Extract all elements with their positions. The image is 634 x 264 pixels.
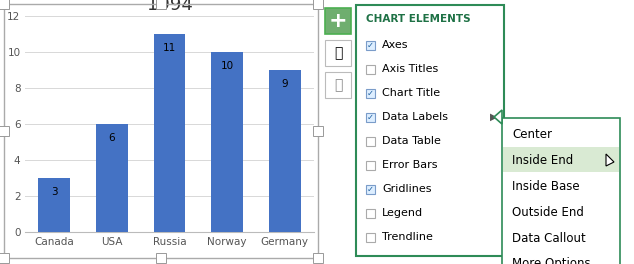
Text: ✓: ✓ — [367, 40, 374, 50]
Polygon shape — [606, 154, 614, 166]
FancyBboxPatch shape — [356, 5, 504, 256]
Text: Axes: Axes — [382, 40, 408, 50]
Bar — [366, 161, 375, 169]
Bar — [313, 0, 323, 9]
Bar — [366, 64, 375, 73]
Text: Data Table: Data Table — [382, 136, 441, 146]
Text: More Options...: More Options... — [512, 257, 602, 264]
Text: Trendline: Trendline — [382, 232, 433, 242]
Bar — [366, 233, 375, 242]
Text: 6: 6 — [108, 133, 115, 143]
Bar — [39, 178, 70, 232]
Title: 1994: 1994 — [146, 0, 193, 14]
Text: Outside End: Outside End — [512, 205, 584, 219]
Text: Center: Center — [512, 128, 552, 140]
Bar — [153, 34, 185, 232]
Text: 🖌: 🖌 — [334, 46, 342, 60]
Text: Error Bars: Error Bars — [382, 160, 437, 170]
Text: Legend: Legend — [382, 208, 423, 218]
Bar — [325, 40, 351, 66]
Bar — [0, 253, 9, 263]
Text: Data Callout: Data Callout — [512, 232, 586, 244]
Bar — [156, 253, 166, 263]
Text: ✓: ✓ — [367, 185, 374, 194]
Bar — [0, 126, 9, 136]
Bar — [325, 8, 351, 34]
Bar — [156, 0, 166, 9]
Bar — [366, 112, 375, 121]
Bar — [313, 126, 323, 136]
Text: Axis Titles: Axis Titles — [382, 64, 438, 74]
Text: 10: 10 — [221, 61, 234, 71]
Bar — [366, 209, 375, 218]
Bar — [366, 185, 375, 194]
Text: 11: 11 — [163, 43, 176, 53]
FancyBboxPatch shape — [502, 118, 620, 264]
Bar — [366, 136, 375, 145]
Bar — [211, 52, 243, 232]
Text: Inside Base: Inside Base — [512, 180, 579, 192]
Text: ⛉: ⛉ — [334, 78, 342, 92]
Text: 3: 3 — [51, 187, 58, 197]
Text: CHART ELEMENTS: CHART ELEMENTS — [366, 14, 470, 24]
Bar — [325, 72, 351, 98]
Bar — [96, 124, 128, 232]
Text: ✓: ✓ — [367, 88, 374, 97]
Polygon shape — [494, 110, 502, 124]
Bar — [313, 253, 323, 263]
Bar — [4, 4, 318, 258]
Text: Inside End: Inside End — [512, 153, 573, 167]
Bar — [0, 0, 9, 9]
Text: ▶: ▶ — [490, 112, 498, 122]
Bar — [366, 40, 375, 50]
Text: Chart Title: Chart Title — [382, 88, 440, 98]
Bar — [269, 70, 301, 232]
Text: Data Labels: Data Labels — [382, 112, 448, 122]
Text: ✓: ✓ — [367, 112, 374, 121]
Text: 9: 9 — [281, 79, 288, 89]
Bar — [366, 88, 375, 97]
Text: +: + — [328, 11, 347, 31]
Bar — [503, 147, 619, 172]
Text: Gridlines: Gridlines — [382, 184, 432, 194]
